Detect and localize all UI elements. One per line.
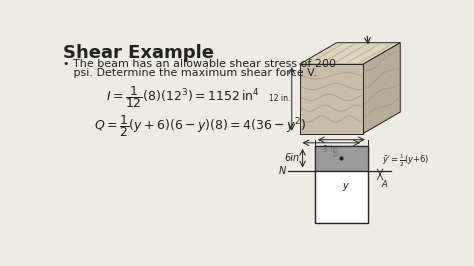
Text: $I = \dfrac{1}{12}(8)(12^3) = 1152\,\mathrm{in}^4$: $I = \dfrac{1}{12}(8)(12^3) = 1152\,\mat… xyxy=(106,84,259,110)
Bar xyxy=(315,146,368,223)
Text: $Q = \dfrac{1}{2}(y + 6)(6 - y)(8) = 4(36 - y^2)$: $Q = \dfrac{1}{2}(y + 6)(6 - y)(8) = 4(3… xyxy=(94,113,307,139)
Text: b: b xyxy=(333,150,337,159)
Polygon shape xyxy=(300,43,400,64)
Polygon shape xyxy=(363,43,400,134)
Text: 12 in.: 12 in. xyxy=(269,94,290,103)
Text: y: y xyxy=(342,181,348,191)
Text: N: N xyxy=(278,165,285,176)
Text: • The beam has an allowable shear stress of 200: • The beam has an allowable shear stress… xyxy=(63,59,336,69)
Text: 6in: 6in xyxy=(284,153,300,163)
Text: 8 in.: 8 in. xyxy=(323,145,339,154)
Bar xyxy=(300,64,363,134)
Text: A: A xyxy=(382,180,387,189)
Text: psi. Determine the maximum shear force V.: psi. Determine the maximum shear force V… xyxy=(63,68,317,78)
Text: $\bar{y}' = \frac{1}{2}(y{+}6)$: $\bar{y}' = \frac{1}{2}(y{+}6)$ xyxy=(383,153,430,169)
Text: Shear Example: Shear Example xyxy=(63,44,214,62)
Bar xyxy=(315,146,368,171)
